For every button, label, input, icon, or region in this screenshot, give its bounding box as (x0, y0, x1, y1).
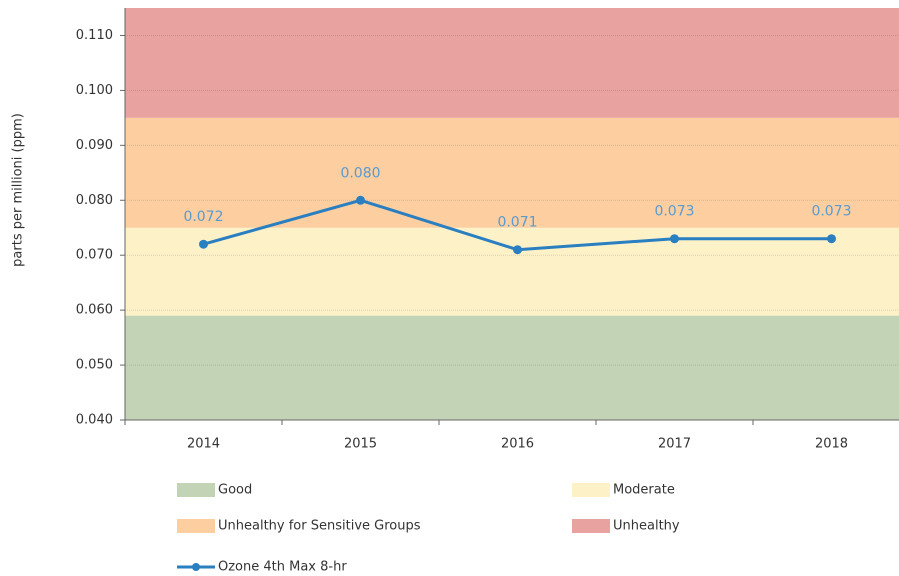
y-tick-label: 0.050 (76, 358, 113, 373)
aqi-band (125, 8, 899, 118)
y-tick-label: 0.110 (76, 28, 113, 43)
x-tick-label: 2014 (187, 437, 220, 452)
x-tick-label: 2018 (815, 437, 848, 452)
legend-label: Unhealthy for Sensitive Groups (218, 519, 421, 534)
legend-label: Unhealthy (613, 519, 680, 534)
x-tick-label: 2017 (658, 437, 691, 452)
y-tick-label: 0.070 (76, 248, 113, 263)
legend-swatch (177, 519, 215, 533)
legend-label: Ozone 4th Max 8-hr (218, 560, 347, 575)
y-tick-label: 0.060 (76, 303, 113, 318)
legend-label: Good (218, 483, 252, 498)
data-label: 0.080 (340, 165, 380, 181)
aqi-band (125, 117, 899, 228)
data-label: 0.072 (183, 209, 223, 225)
data-point (199, 239, 208, 249)
y-axis-label: parts per millioni (ppm) (11, 113, 26, 267)
data-point (670, 234, 679, 244)
legend-swatch (572, 519, 610, 533)
legend-swatch (572, 483, 610, 497)
legend-marker (192, 563, 200, 571)
y-tick-label: 0.080 (76, 193, 113, 208)
aqi-band (125, 315, 899, 420)
y-tick-label: 0.040 (76, 413, 113, 428)
legend-swatch (177, 483, 215, 497)
data-point (827, 234, 836, 244)
y-tick-label: 0.100 (76, 83, 113, 98)
data-label: 0.071 (497, 215, 537, 231)
legend-label: Moderate (613, 483, 675, 498)
x-tick-label: 2016 (501, 437, 534, 452)
data-label: 0.073 (811, 204, 851, 220)
data-label: 0.073 (654, 204, 694, 220)
aqi-band (125, 227, 899, 316)
y-tick-label: 0.090 (76, 138, 113, 153)
x-tick-label: 2015 (344, 437, 377, 452)
data-point (513, 245, 522, 255)
data-point (356, 195, 365, 205)
